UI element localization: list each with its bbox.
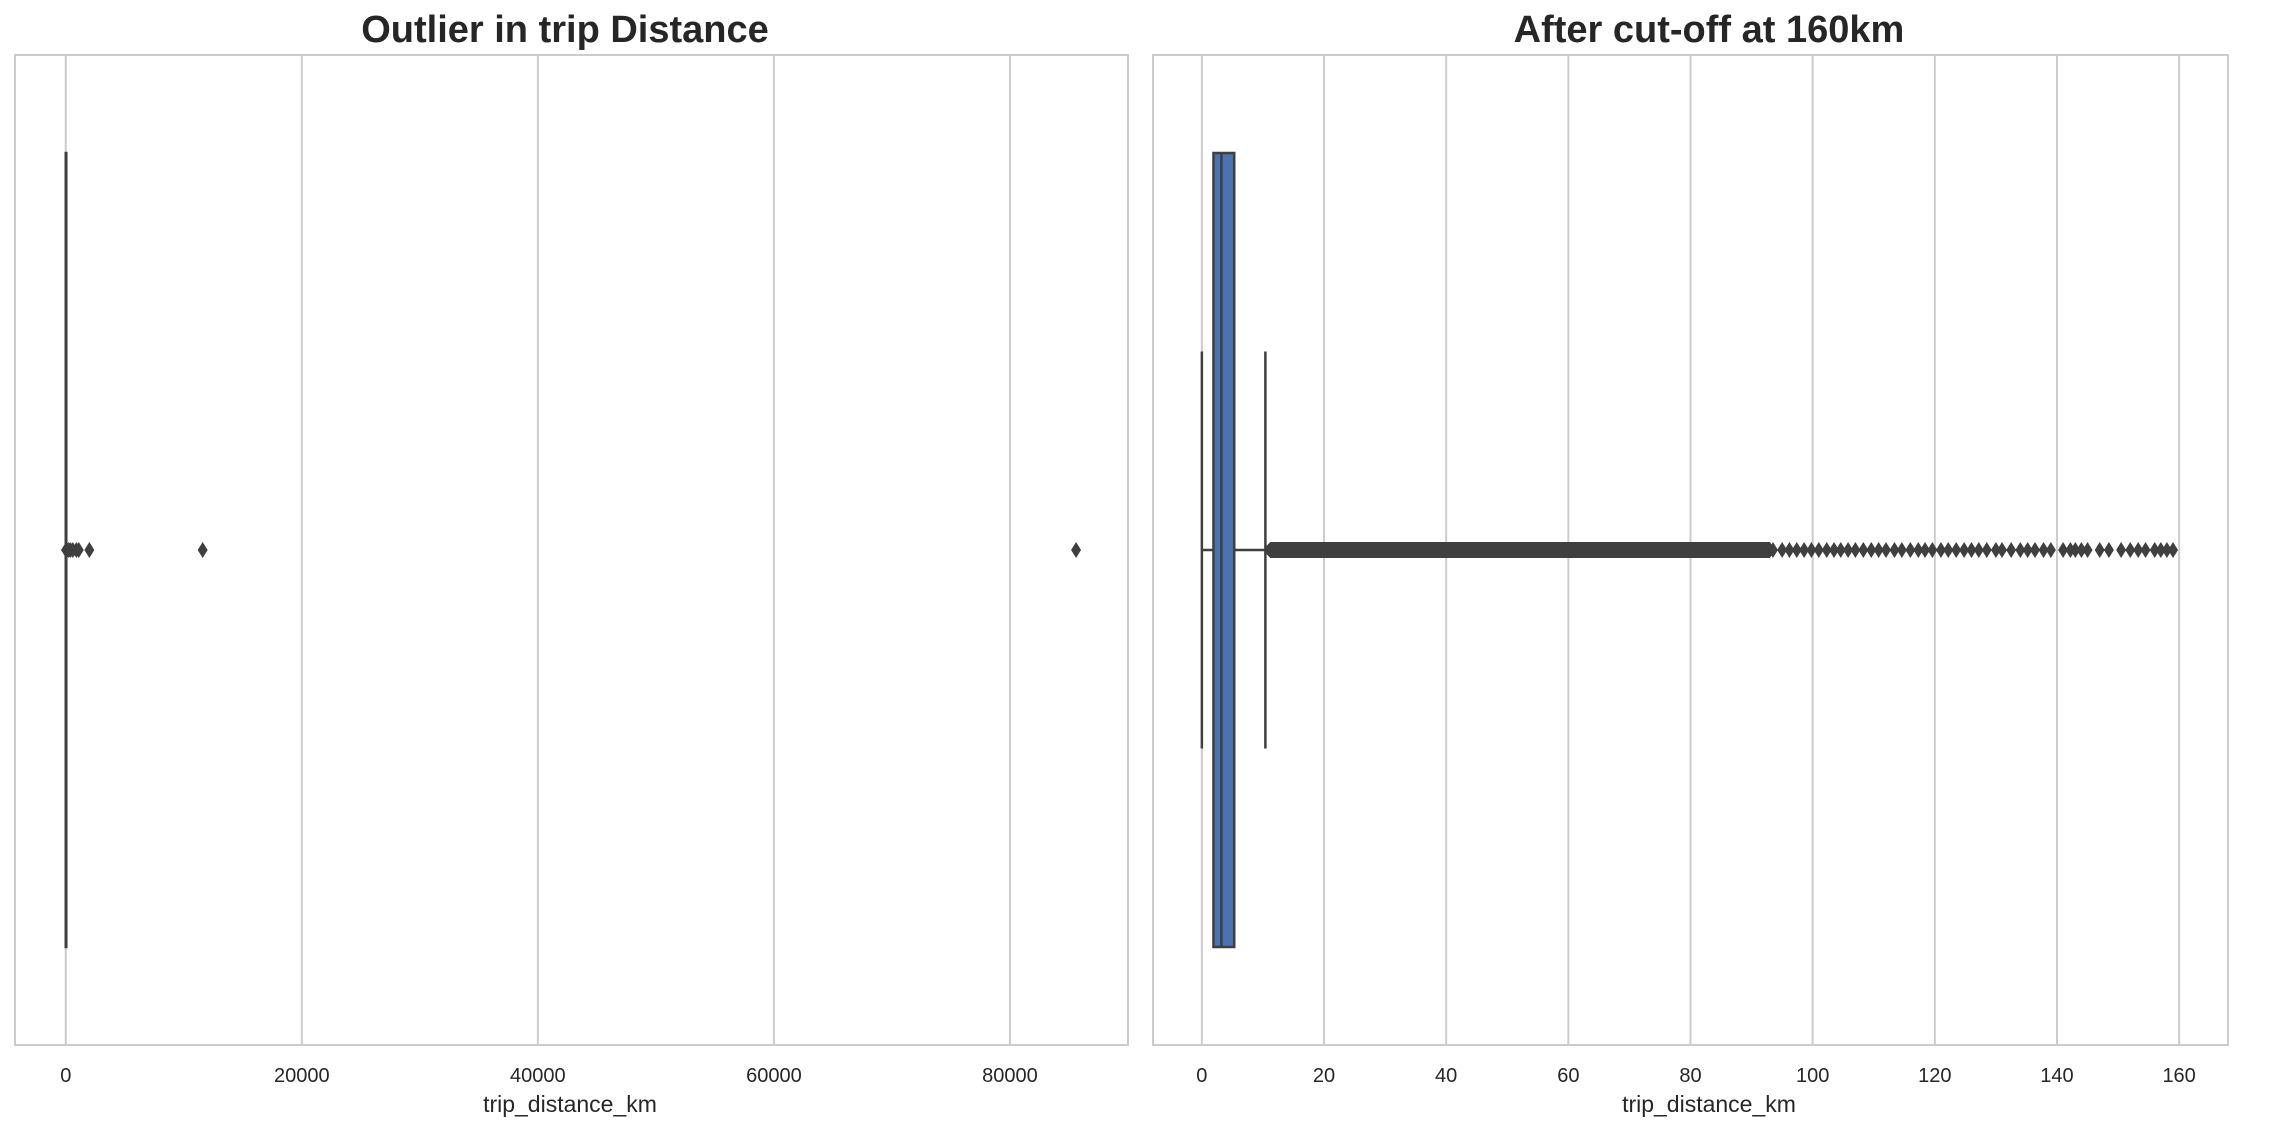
x-tick-label: 0 [1196, 1065, 1207, 1087]
outlier-point [1071, 542, 1082, 558]
x-tick-label: 80 [1679, 1065, 1701, 1087]
outlier-point [2038, 542, 2049, 558]
tick-labels-right: 0 20 40 60 80 100 120 140 160 [1196, 1065, 2196, 1087]
outlier-point [2094, 542, 2105, 558]
outlier-point [1920, 542, 1931, 558]
outlier-point [2140, 542, 2151, 558]
panel-outlier-chart: Outlier in trip Distance 0 20000 40000 6000… [14, 9, 1129, 1117]
outlier-point [73, 542, 84, 558]
outlier-point [1850, 542, 1861, 558]
outlier-point [1784, 542, 1795, 558]
outlier-point [1829, 542, 1840, 558]
outlier-point [2058, 542, 2069, 558]
outlier-point [1873, 542, 1884, 558]
outlier-point [1821, 542, 1832, 558]
x-tick-label: 160 [2162, 1065, 2195, 1087]
outlier-point [1951, 542, 1962, 558]
outlier-point [1997, 542, 2008, 558]
outlier-point [1767, 542, 1778, 558]
chart-title-right: After cut-off at 160km [1514, 9, 1905, 51]
outlier-point [1935, 542, 1946, 558]
outlier-point [1973, 542, 1984, 558]
x-tick-label: 100 [1796, 1065, 1829, 1087]
outlier-point [1981, 542, 1992, 558]
outlier-point [1858, 542, 1869, 558]
x-tick-label: 120 [1918, 1065, 1951, 1087]
box [1212, 151, 1236, 949]
x-tick-label: 60 [1557, 1065, 1579, 1087]
outlier-point [1880, 542, 1891, 558]
outlier-point [84, 542, 95, 558]
outlier-point [1896, 542, 1907, 558]
outlier-point [2082, 542, 2093, 558]
outlier-point [1813, 542, 1824, 558]
plot-frame-left [14, 54, 1129, 1046]
outlier-point [2070, 542, 2081, 558]
x-tick-label: 0 [60, 1065, 71, 1087]
outlier-point [2168, 542, 2179, 558]
outlier-point [1777, 542, 1788, 558]
x-tick-label: 20 [1313, 1065, 1335, 1087]
x-tick-label: 140 [2040, 1065, 2073, 1087]
x-tick-label: 40 [1435, 1065, 1457, 1087]
outlier-point [1927, 542, 1938, 558]
outlier-point [1905, 542, 1916, 558]
outlier-point [1943, 542, 1954, 558]
plot-frame-right [1152, 54, 2229, 1046]
panel-cutoff-chart: After cut-off at 160km 0 20 40 60 80 100 120 14… [1152, 9, 2229, 1117]
outlier-point [1913, 542, 1924, 558]
outlier-point [197, 542, 208, 558]
outlier-point [2149, 542, 2160, 558]
outlier-point [2076, 542, 2087, 558]
outlier-point [2045, 542, 2056, 558]
outlier-point [2015, 542, 2026, 558]
outlier-point [2155, 542, 2166, 558]
chart-title-left: Outlier in trip Distance [361, 9, 769, 51]
tick-labels-left: 0 20000 40000 60000 80000 [60, 1065, 1038, 1087]
outlier-point [1843, 542, 1854, 558]
outlier-point [2125, 542, 2136, 558]
outlier-point [2006, 542, 2017, 558]
outlier-point [1866, 542, 1877, 558]
outlier-point [2022, 542, 2033, 558]
outlier-point [1806, 542, 1817, 558]
outlier-point [2029, 542, 2040, 558]
outlier-point [1835, 542, 1846, 558]
outlier-point [2103, 542, 2114, 558]
outlier-point [2161, 542, 2172, 558]
outlier-point [2133, 542, 2144, 558]
marks-left [60, 151, 1082, 949]
x-tick-label: 60000 [746, 1065, 802, 1087]
outlier-point [2116, 542, 2127, 558]
x-tick-label: 80000 [982, 1065, 1038, 1087]
outlier-point [1990, 542, 2001, 558]
x-axis-label-left: trip_distance_km [483, 1091, 657, 1117]
outlier-point [1959, 542, 1970, 558]
x-tick-label: 40000 [510, 1065, 566, 1087]
x-axis-label-right: trip_distance_km [1622, 1091, 1796, 1117]
outlier-band [1265, 542, 1775, 558]
outlier-point [1889, 542, 1900, 558]
outlier-point [1799, 542, 1810, 558]
marks-right [1200, 151, 2179, 949]
outlier-point [1966, 542, 1977, 558]
outlier-point [1791, 542, 1802, 558]
x-tick-label: 20000 [274, 1065, 330, 1087]
